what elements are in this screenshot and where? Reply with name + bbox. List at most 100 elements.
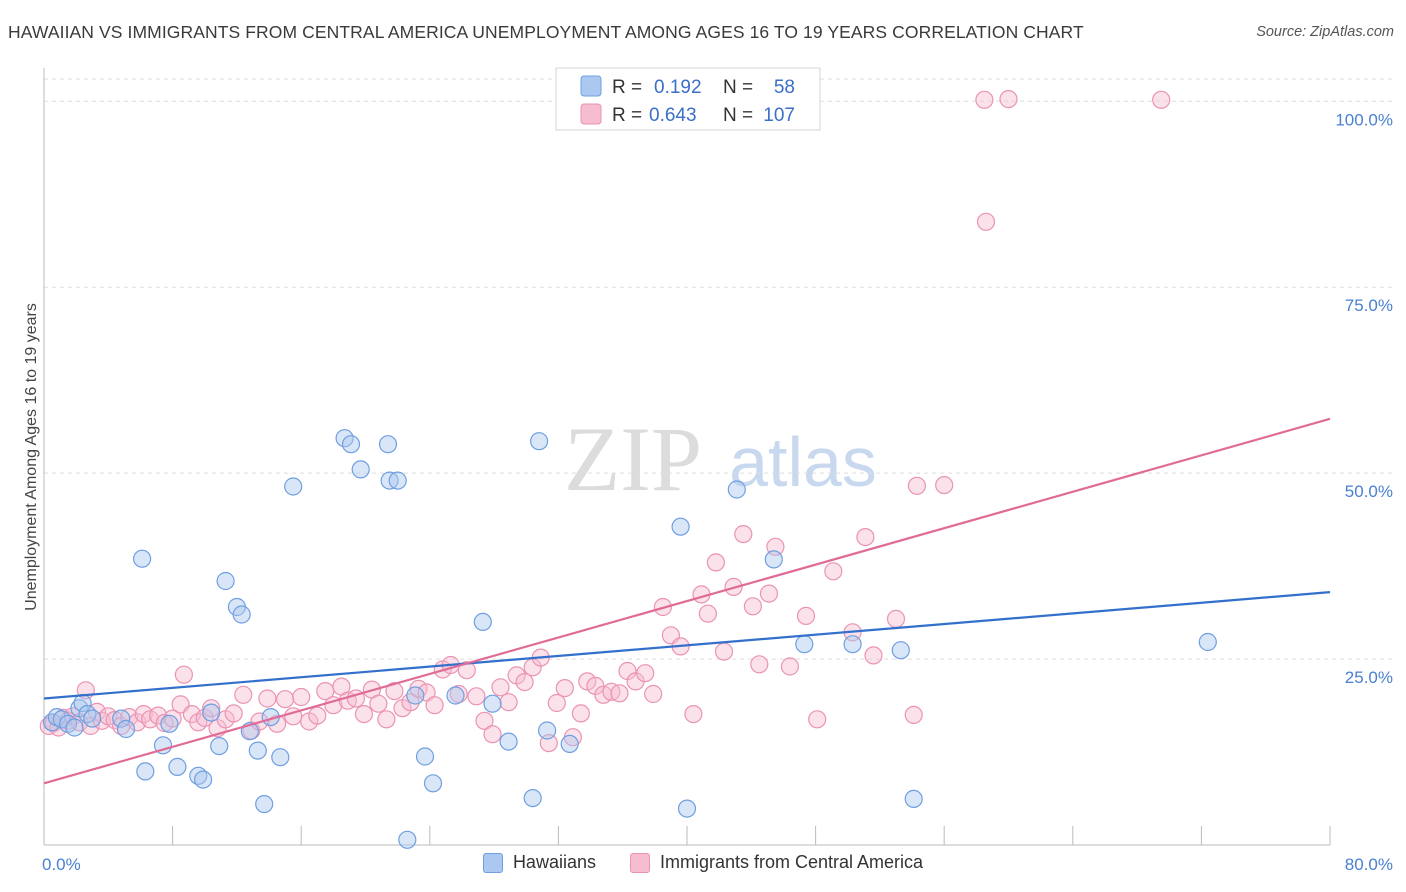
source-label: Source: ZipAtlas.com xyxy=(1256,24,1394,40)
point-central-america xyxy=(467,687,486,706)
point-hawaiian xyxy=(216,571,235,591)
point-hawaiian xyxy=(423,774,443,793)
legend-r-label-blue: R = xyxy=(612,77,642,98)
point-central-america xyxy=(547,693,566,713)
legend-label-central-america: Immigrants from Central America xyxy=(659,852,924,872)
point-hawaiian xyxy=(764,550,783,569)
point-hawaiian xyxy=(529,432,549,451)
point-central-america xyxy=(698,604,718,623)
point-central-america xyxy=(308,706,327,725)
series-hawaiians xyxy=(42,429,1217,849)
point-central-america xyxy=(571,704,591,723)
point-central-america xyxy=(457,661,476,680)
point-central-america xyxy=(555,678,574,698)
point-hawaiian xyxy=(727,480,746,499)
point-hawaiian xyxy=(133,549,152,568)
watermark: ZIP atlas xyxy=(564,408,877,510)
legend-item-hawaiians: Hawaiians xyxy=(482,852,596,873)
legend-r-value-pink: 0.643 xyxy=(649,105,697,126)
point-central-america xyxy=(425,696,444,715)
y-tick-labels: 25.0% 50.0% 75.0% 100.0% xyxy=(1335,110,1393,687)
point-hawaiian xyxy=(160,714,179,733)
y-tick-label: 50.0% xyxy=(1345,482,1393,501)
point-central-america xyxy=(234,685,253,704)
point-central-america xyxy=(644,684,663,704)
point-hawaiian xyxy=(560,734,579,754)
point-central-america xyxy=(610,684,629,703)
point-hawaiian xyxy=(415,747,435,766)
point-hawaiian xyxy=(168,757,187,777)
point-hawaiian xyxy=(843,635,862,654)
point-hawaiian xyxy=(1198,632,1217,652)
legend-n-label-blue: N = xyxy=(723,77,753,98)
point-hawaiian xyxy=(351,460,370,479)
trend-lines xyxy=(43,417,1331,785)
point-hawaiian xyxy=(65,718,84,737)
point-central-america xyxy=(759,584,779,603)
point-hawaiian xyxy=(523,788,542,808)
legend-swatch-hawaiians xyxy=(482,852,503,873)
point-hawaiian xyxy=(677,799,697,818)
point-central-america xyxy=(907,476,927,495)
legend-n-value-pink: 107 xyxy=(763,105,795,126)
point-central-america xyxy=(750,655,769,674)
point-hawaiian xyxy=(378,435,398,454)
point-hawaiian xyxy=(537,721,557,740)
point-hawaiian xyxy=(446,686,465,705)
legend-swatch-pink xyxy=(580,103,602,125)
point-central-america xyxy=(886,609,906,629)
point-hawaiian xyxy=(116,719,136,739)
point-hawaiian xyxy=(112,709,131,728)
point-central-america xyxy=(808,710,827,729)
legend-swatch-blue xyxy=(580,75,602,97)
point-central-america xyxy=(174,665,193,684)
point-central-america xyxy=(276,690,295,709)
stats-legend: R = 0.192 N = 58 R = 0.643 N = 107 xyxy=(555,67,821,131)
chart-title: HAWAIIAN VS IMMIGRANTS FROM CENTRAL AMER… xyxy=(8,22,1084,42)
point-hawaiian xyxy=(904,789,923,809)
point-hawaiian xyxy=(891,641,910,660)
x-tick-labels: 0.0% 80.0% xyxy=(42,855,1393,874)
point-central-america xyxy=(684,704,703,724)
point-central-america xyxy=(975,90,994,109)
point-hawaiian xyxy=(398,830,417,849)
point-hawaiian xyxy=(341,435,361,454)
point-central-america xyxy=(385,681,404,701)
point-central-america xyxy=(780,657,800,676)
x-tick-label: 80.0% xyxy=(1345,855,1393,874)
point-central-america xyxy=(714,642,734,661)
point-hawaiian xyxy=(248,741,267,760)
point-hawaiian xyxy=(671,517,690,536)
point-central-america xyxy=(163,709,182,728)
legend-item-central-america: Immigrants from Central America xyxy=(629,852,924,873)
point-central-america xyxy=(824,562,843,581)
legend-label-hawaiians: Hawaiians xyxy=(512,852,596,872)
point-hawaiian xyxy=(194,770,213,789)
point-central-america xyxy=(743,597,763,616)
point-central-america xyxy=(491,678,510,697)
point-central-america xyxy=(377,710,396,729)
point-central-america xyxy=(354,704,373,724)
trend-line-central-america xyxy=(43,417,1331,785)
point-central-america xyxy=(856,527,875,547)
legend-swatch-central-america xyxy=(629,852,650,873)
axes xyxy=(43,68,1331,846)
point-central-america xyxy=(483,725,502,744)
y-tick-label: 100.0% xyxy=(1335,110,1393,129)
point-central-america xyxy=(904,705,923,725)
point-hawaiian xyxy=(795,635,814,654)
point-hawaiian xyxy=(388,471,407,490)
bottom-legend: Hawaiians Immigrants from Central Americ… xyxy=(0,852,1406,873)
point-central-america xyxy=(999,89,1018,109)
point-hawaiian xyxy=(232,605,251,624)
point-hawaiian xyxy=(483,694,502,713)
point-central-america xyxy=(734,524,753,544)
point-hawaiian xyxy=(271,748,290,767)
watermark-atlas: atlas xyxy=(729,423,877,501)
y-tick-label: 25.0% xyxy=(1345,668,1393,687)
point-central-america xyxy=(202,699,221,718)
point-hawaiian xyxy=(210,736,229,756)
point-hawaiian xyxy=(255,794,274,814)
point-hawaiian xyxy=(473,612,492,632)
